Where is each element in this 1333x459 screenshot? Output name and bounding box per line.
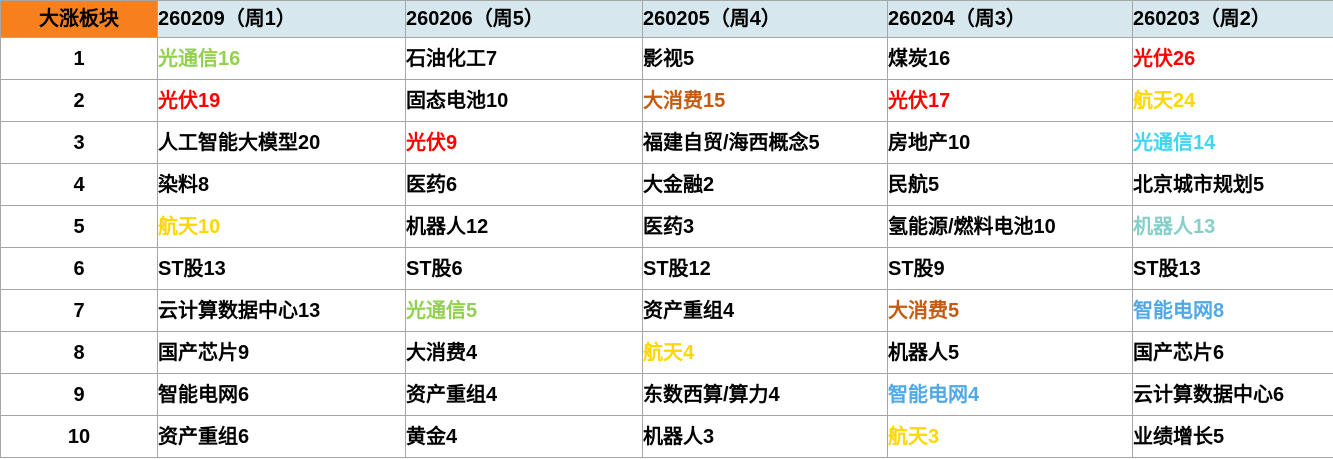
row-rank[interactable]: 2 xyxy=(0,79,158,122)
sector-cell[interactable]: 石油化工7 xyxy=(405,37,643,80)
row-rank[interactable]: 4 xyxy=(0,163,158,206)
sector-cell[interactable]: 业绩增长5 xyxy=(1132,415,1333,458)
sector-cell[interactable]: 资产重组4 xyxy=(642,289,888,332)
sector-cell[interactable]: 医药6 xyxy=(405,163,643,206)
table-row: 9 智能电网6 资产重组4 东数西算/算力4 智能电网4 云计算数据中心6 xyxy=(0,373,1333,416)
sector-cell[interactable]: 人工智能大模型20 xyxy=(157,121,406,164)
table-row: 3 人工智能大模型20 光伏9 福建自贸/海西概念5 房地产10 光通信14 xyxy=(0,121,1333,164)
table-row: 1 光通信16 石油化工7 影视5 煤炭16 光伏26 xyxy=(0,37,1333,80)
sector-cell[interactable]: 光伏17 xyxy=(887,79,1133,122)
table-title-cell[interactable]: 大涨板块 xyxy=(0,0,158,38)
sector-cell[interactable]: 光通信5 xyxy=(405,289,643,332)
row-rank[interactable]: 1 xyxy=(0,37,158,80)
sector-cell[interactable]: 航天10 xyxy=(157,205,406,248)
sector-cell[interactable]: 大金融2 xyxy=(642,163,888,206)
sector-cell[interactable]: 医药3 xyxy=(642,205,888,248)
sector-cell[interactable]: 机器人12 xyxy=(405,205,643,248)
sector-cell[interactable]: 黄金4 xyxy=(405,415,643,458)
sector-cell[interactable]: 氢能源/燃料电池10 xyxy=(887,205,1133,248)
sector-cell[interactable]: 资产重组6 xyxy=(157,415,406,458)
sector-cell[interactable]: 光伏9 xyxy=(405,121,643,164)
sector-cell[interactable]: 大消费5 xyxy=(887,289,1133,332)
table-row: 4 染料8 医药6 大金融2 民航5 北京城市规划5 xyxy=(0,163,1333,206)
sector-cell[interactable]: 东数西算/算力4 xyxy=(642,373,888,416)
sector-cell[interactable]: 煤炭16 xyxy=(887,37,1133,80)
sector-cell[interactable]: 大消费15 xyxy=(642,79,888,122)
sector-cell[interactable]: ST股13 xyxy=(157,247,406,290)
sector-cell[interactable]: 光伏19 xyxy=(157,79,406,122)
sector-cell[interactable]: ST股6 xyxy=(405,247,643,290)
sector-cell[interactable]: 民航5 xyxy=(887,163,1133,206)
row-rank[interactable]: 10 xyxy=(0,415,158,458)
row-rank[interactable]: 9 xyxy=(0,373,158,416)
table-row: 6 ST股13 ST股6 ST股12 ST股9 ST股13 xyxy=(0,247,1333,290)
table-row: 2 光伏19 固态电池10 大消费15 光伏17 航天24 xyxy=(0,79,1333,122)
sector-cell[interactable]: 机器人5 xyxy=(887,331,1133,374)
sector-cell[interactable]: 染料8 xyxy=(157,163,406,206)
date-column-header-3[interactable]: 260204（周3） xyxy=(887,0,1133,38)
table-row: 7 云计算数据中心13 光通信5 资产重组4 大消费5 智能电网8 xyxy=(0,289,1333,332)
table-body: 1 光通信16 石油化工7 影视5 煤炭16 光伏26 2 光伏19 固态电池10 大消费15 光伏… xyxy=(0,37,1333,458)
sector-cell[interactable]: ST股12 xyxy=(642,247,888,290)
sector-cell[interactable]: 光伏26 xyxy=(1132,37,1333,80)
sector-cell[interactable]: ST股13 xyxy=(1132,247,1333,290)
table-row: 10 资产重组6 黄金4 机器人3 航天3 业绩增长5 xyxy=(0,415,1333,458)
sector-cell[interactable]: 北京城市规划5 xyxy=(1132,163,1333,206)
sector-cell[interactable]: 航天3 xyxy=(887,415,1133,458)
date-column-header-0[interactable]: 260209（周1） xyxy=(157,0,406,38)
sector-cell[interactable]: 智能电网4 xyxy=(887,373,1133,416)
table-row: 8 国产芯片9 大消费4 航天4 机器人5 国产芯片6 xyxy=(0,331,1333,374)
row-rank[interactable]: 8 xyxy=(0,331,158,374)
sector-cell[interactable]: 国产芯片9 xyxy=(157,331,406,374)
sector-cell[interactable]: 智能电网8 xyxy=(1132,289,1333,332)
sector-cell[interactable]: 机器人3 xyxy=(642,415,888,458)
sector-cell[interactable]: 智能电网6 xyxy=(157,373,406,416)
row-rank[interactable]: 5 xyxy=(0,205,158,248)
sector-cell[interactable]: 资产重组4 xyxy=(405,373,643,416)
sector-cell[interactable]: 航天24 xyxy=(1132,79,1333,122)
sector-cell[interactable]: 云计算数据中心13 xyxy=(157,289,406,332)
table-row: 5 航天10 机器人12 医药3 氢能源/燃料电池10 机器人13 xyxy=(0,205,1333,248)
sector-cell[interactable]: 机器人13 xyxy=(1132,205,1333,248)
sector-cell[interactable]: 光通信14 xyxy=(1132,121,1333,164)
sector-cell[interactable]: 光通信16 xyxy=(157,37,406,80)
row-rank[interactable]: 6 xyxy=(0,247,158,290)
sector-cell[interactable]: 航天4 xyxy=(642,331,888,374)
sector-cell[interactable]: 影视5 xyxy=(642,37,888,80)
row-rank[interactable]: 3 xyxy=(0,121,158,164)
sector-cell[interactable]: 国产芯片6 xyxy=(1132,331,1333,374)
sector-cell[interactable]: 福建自贸/海西概念5 xyxy=(642,121,888,164)
date-column-header-4[interactable]: 260203（周2） xyxy=(1132,0,1333,38)
header-row: 大涨板块 260209（周1） 260206（周5） 260205（周4） 26020… xyxy=(0,0,1333,38)
date-column-header-1[interactable]: 260206（周5） xyxy=(405,0,643,38)
row-rank[interactable]: 7 xyxy=(0,289,158,332)
sector-cell[interactable]: 云计算数据中心6 xyxy=(1132,373,1333,416)
date-column-header-2[interactable]: 260205（周4） xyxy=(642,0,888,38)
sector-cell[interactable]: ST股9 xyxy=(887,247,1133,290)
sector-cell[interactable]: 固态电池10 xyxy=(405,79,643,122)
sector-cell[interactable]: 房地产10 xyxy=(887,121,1133,164)
sector-cell[interactable]: 大消费4 xyxy=(405,331,643,374)
